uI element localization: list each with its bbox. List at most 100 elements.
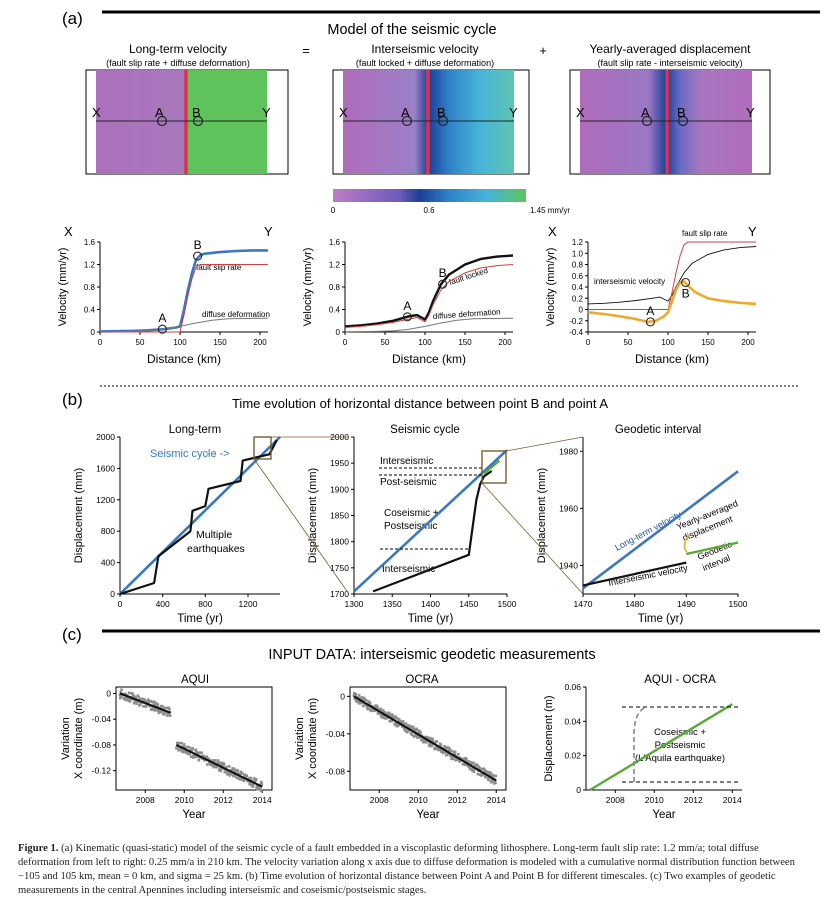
- point-b-marker: [437, 115, 449, 127]
- x-tick-label: 1500: [729, 599, 748, 609]
- y-tick-label: 0.8: [329, 283, 341, 292]
- point-a-marker: [401, 115, 413, 127]
- data-point: [247, 777, 251, 780]
- y-tick-label: 1800: [330, 537, 349, 547]
- data-point: [367, 700, 370, 703]
- y-tick-label: 0.8: [572, 261, 584, 270]
- data-point: [472, 761, 475, 765]
- y-tick-label: 0.4: [84, 306, 96, 315]
- data-point: [138, 703, 142, 707]
- x-tick-label: 0: [98, 338, 103, 347]
- data-point: [360, 696, 364, 699]
- data-point: [410, 733, 414, 737]
- data-point: [200, 751, 203, 755]
- colorbar-tick-0: 0: [331, 206, 336, 215]
- data-point: [219, 767, 223, 771]
- y-tick-label: 1850: [330, 511, 349, 521]
- panel-c-subtitle-1: AQUI: [181, 674, 209, 686]
- series-line: [344, 317, 514, 333]
- data-point: [210, 759, 213, 762]
- y-tick-label: 0.6: [572, 272, 584, 281]
- y-tick-label: 1.2: [572, 238, 584, 247]
- data-point: [409, 725, 412, 729]
- colorbar: Magnitude of velocity 0 0.6 1.45 mm/yr: [331, 178, 571, 215]
- y-axis-label: Displacement (mm): [536, 468, 548, 563]
- data-point: [438, 747, 441, 751]
- x-tick-label: 200: [498, 338, 512, 347]
- point-label: B: [682, 287, 690, 301]
- x-tick-label: 150: [701, 338, 715, 347]
- data-point: [479, 767, 482, 771]
- data-point: [235, 776, 238, 780]
- y-axis-label: Velocity (mm/yr): [57, 248, 69, 327]
- data-point: [395, 717, 399, 720]
- data-point: [249, 776, 253, 780]
- data-point: [138, 697, 142, 701]
- data-point: [402, 722, 405, 725]
- data-point: [483, 768, 486, 771]
- data-point: [434, 747, 437, 751]
- data-point: [368, 701, 372, 705]
- data-point: [163, 706, 167, 710]
- series-line: [175, 744, 263, 788]
- x-axis-label: Time (yr): [177, 613, 223, 625]
- data-point: [133, 699, 137, 702]
- x-tick-label: 2010: [175, 795, 194, 805]
- data-point: [421, 738, 424, 742]
- data-point: [119, 690, 123, 694]
- data-point: [388, 712, 392, 716]
- data-point: [438, 742, 442, 746]
- point-a-marker: [641, 115, 653, 127]
- y-tick-label: 1200: [96, 495, 115, 505]
- label-x: X: [339, 105, 348, 120]
- data-point: [419, 731, 422, 734]
- data-point: [155, 708, 159, 712]
- x-axis-label: Year: [416, 809, 439, 821]
- data-point: [241, 772, 244, 775]
- series-line: [353, 695, 497, 782]
- data-point: [251, 785, 255, 788]
- label-b: B: [677, 105, 686, 120]
- data-point: [428, 741, 431, 745]
- data-point: [416, 736, 419, 739]
- y-tick-label: 1980: [559, 446, 578, 456]
- data-point: [472, 770, 476, 774]
- label-x: X: [64, 224, 73, 239]
- x-tick-label: 50: [136, 338, 145, 347]
- data-point: [422, 740, 426, 744]
- data-point: [360, 701, 363, 705]
- point-marker: [193, 251, 203, 261]
- interseismic-label-bottom: Interseismic: [382, 564, 435, 575]
- data-point: [253, 780, 257, 784]
- coseismic-jump: [633, 706, 647, 782]
- data-point: [195, 755, 199, 759]
- data-point: [149, 699, 153, 703]
- data-point: [151, 706, 155, 710]
- panel-c-subtitle-3: AQUI - OCRA: [644, 674, 716, 686]
- y-tick-label: 0.4: [572, 283, 584, 292]
- data-point: [239, 772, 242, 775]
- x-axis-label: Time (yr): [638, 613, 684, 625]
- data-point: [376, 705, 379, 709]
- series-line: [589, 703, 733, 792]
- y-tick-label: 1750: [330, 563, 349, 573]
- data-point: [491, 779, 494, 783]
- data-point: [476, 764, 479, 767]
- data-point: [161, 705, 165, 708]
- data-point: [223, 770, 227, 774]
- x-tick-label: 50: [624, 338, 633, 347]
- data-point: [381, 714, 384, 717]
- data-point: [494, 774, 498, 778]
- data-point: [228, 774, 232, 777]
- x-tick-label: 1300: [345, 599, 364, 609]
- data-point: [205, 755, 209, 758]
- ocra-chart: 2008 2010 2012 2014 0 -0.04 -0.08 Year X coordin…: [294, 686, 507, 821]
- series-line: [587, 280, 757, 324]
- data-point: [461, 762, 465, 766]
- data-point: [258, 787, 262, 791]
- x-tick-label: 1450: [459, 599, 478, 609]
- data-point: [375, 707, 379, 710]
- x-axis-label: Distance (km): [392, 352, 466, 366]
- data-point: [166, 714, 169, 717]
- data-point: [366, 705, 370, 708]
